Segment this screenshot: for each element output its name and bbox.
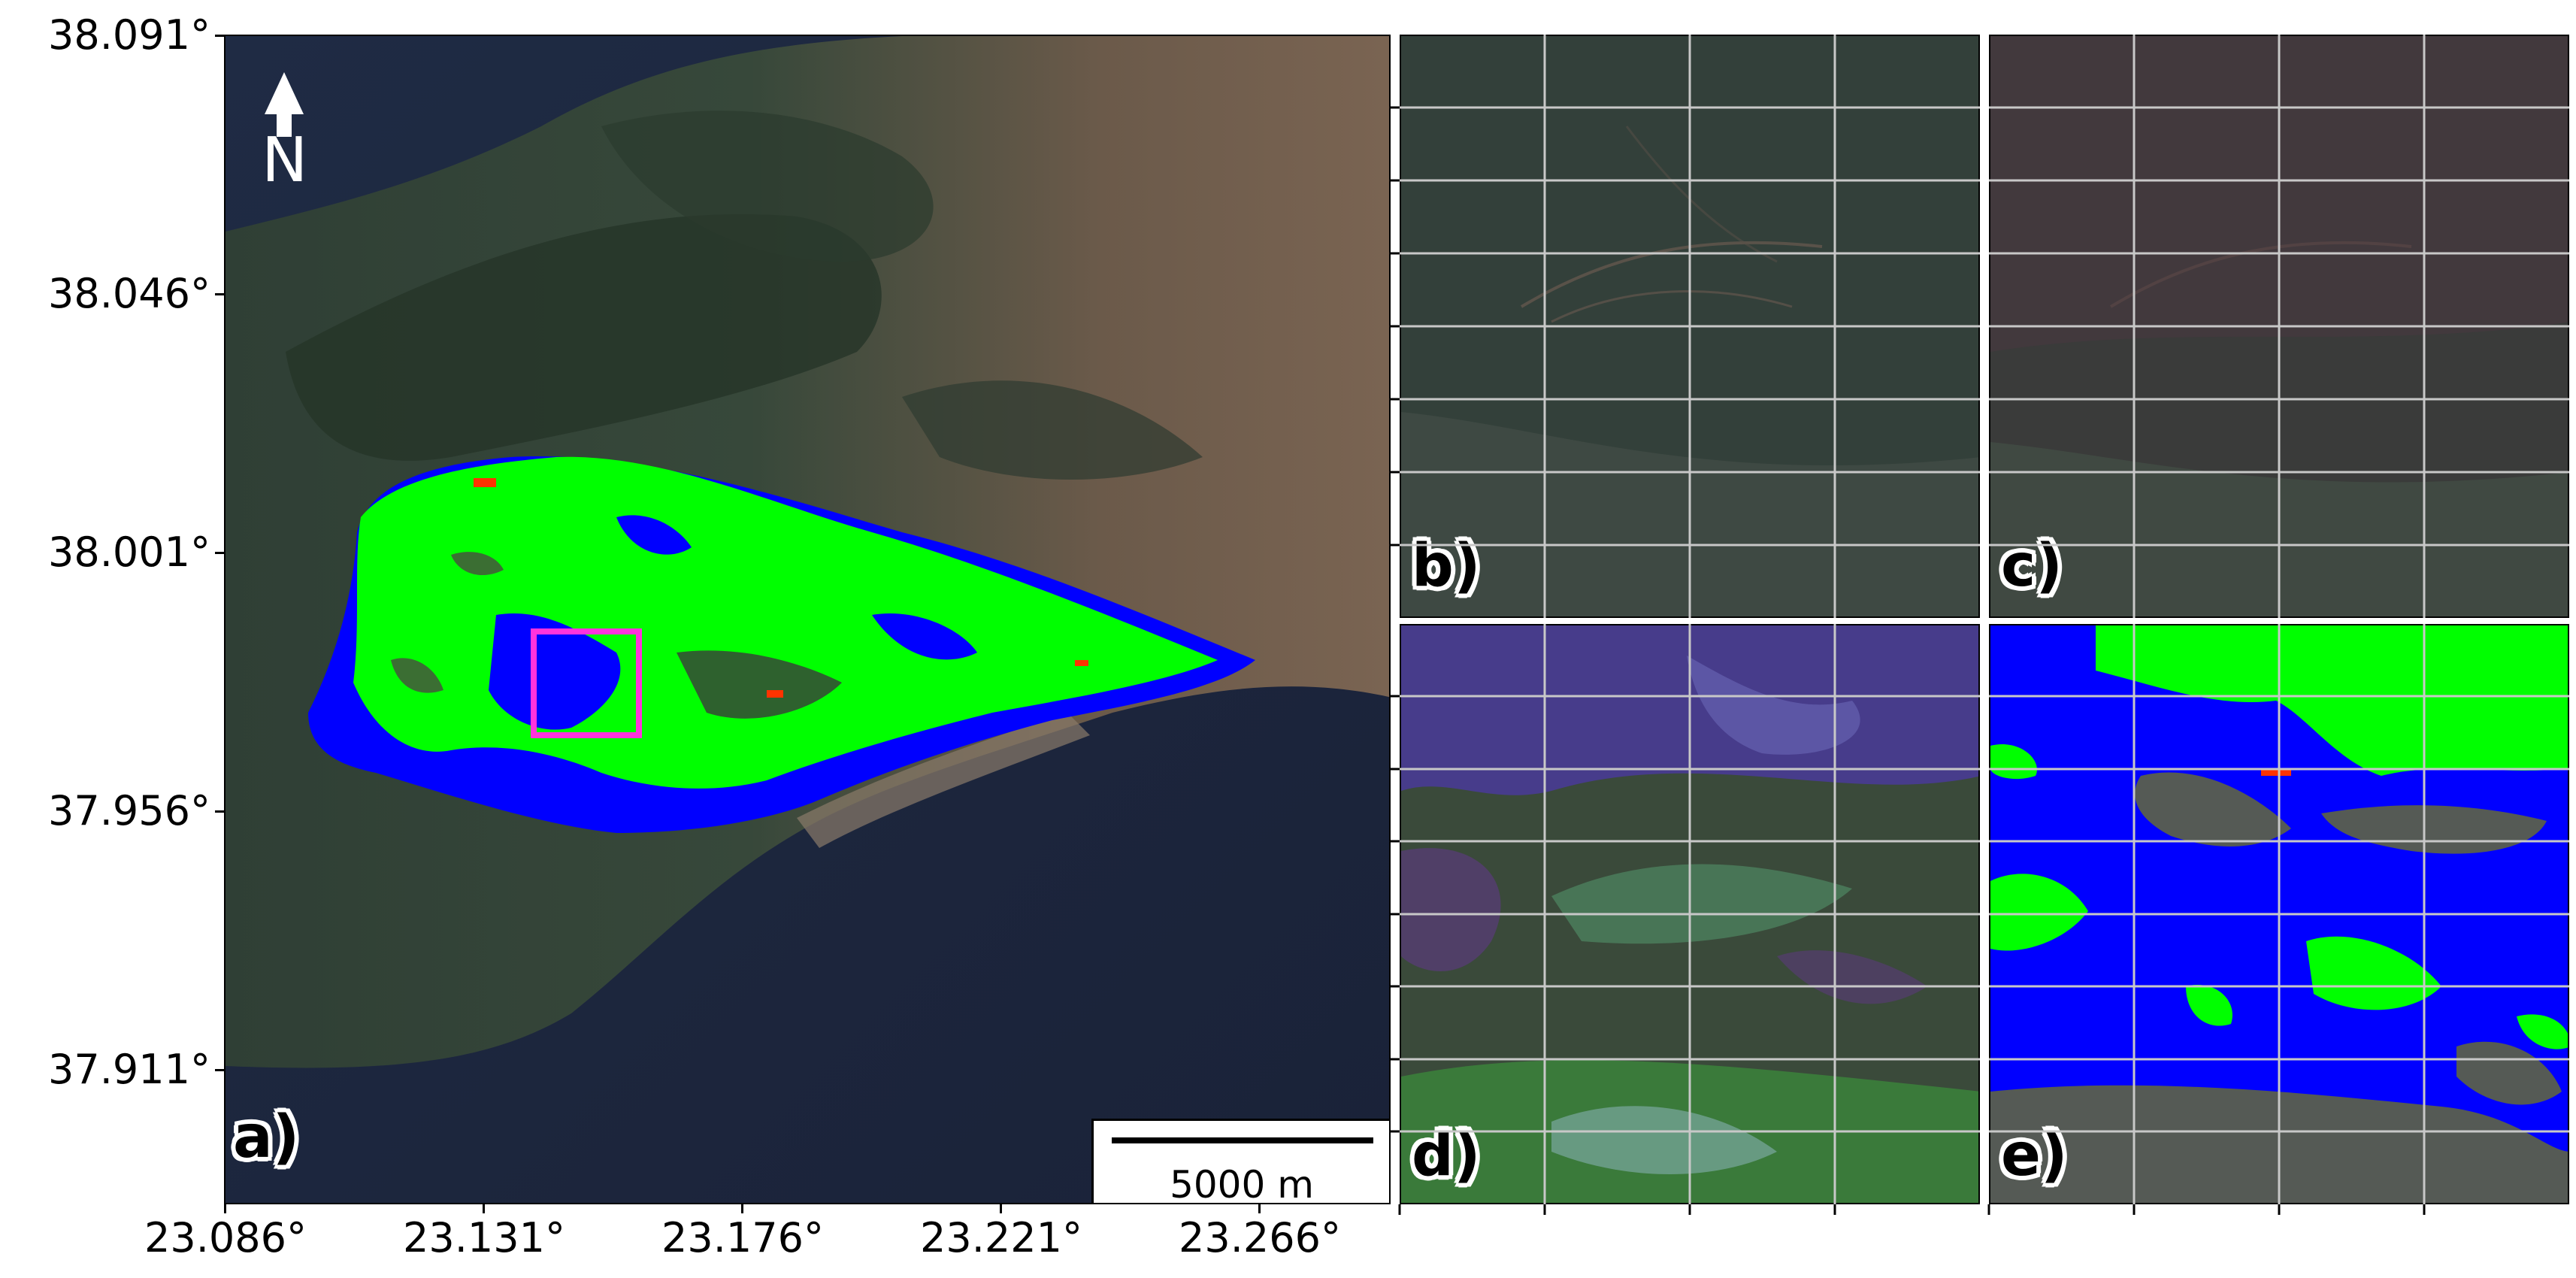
y-tick-label: 37.956° — [48, 787, 210, 834]
x-tick-label: 23.266° — [1179, 1214, 1341, 1261]
inset-grid-c — [1989, 35, 2569, 618]
panel-label-b: b) — [1412, 532, 1481, 600]
panel-label-d: d) — [1412, 1122, 1481, 1189]
y-tick-label: 38.091° — [48, 11, 210, 59]
x-tick-label: 23.221° — [920, 1214, 1082, 1261]
y-tick-label: 37.911° — [48, 1046, 210, 1093]
x-tick-label: 23.176° — [661, 1214, 824, 1261]
panel-label-e: e) — [2001, 1122, 2068, 1189]
inset-ticks — [1391, 106, 2426, 1215]
y-tick-label: 38.046° — [48, 270, 210, 317]
panel-label-c: c) — [2001, 532, 2063, 600]
scale-bar-line — [1112, 1137, 1373, 1143]
highlight-box — [531, 628, 642, 738]
main-map-panel[interactable]: N a) 5000 m — [224, 35, 1391, 1204]
inset-grid-d — [1400, 624, 1980, 1204]
north-arrow-icon — [265, 72, 304, 137]
y-tick-label: 38.001° — [48, 528, 210, 576]
scale-bar-label: 5000 m — [1170, 1163, 1314, 1204]
inset-grid-e — [1989, 624, 2569, 1204]
inset-grid-b — [1400, 35, 1980, 618]
main-map-image — [226, 36, 1389, 1203]
panel-label-a: a) — [233, 1104, 300, 1171]
scale-bar-box: 5000 m — [1091, 1119, 1389, 1204]
north-label: N — [262, 125, 308, 196]
x-tick-label: 23.131° — [403, 1214, 565, 1261]
x-tick-label: 23.086° — [144, 1214, 307, 1261]
